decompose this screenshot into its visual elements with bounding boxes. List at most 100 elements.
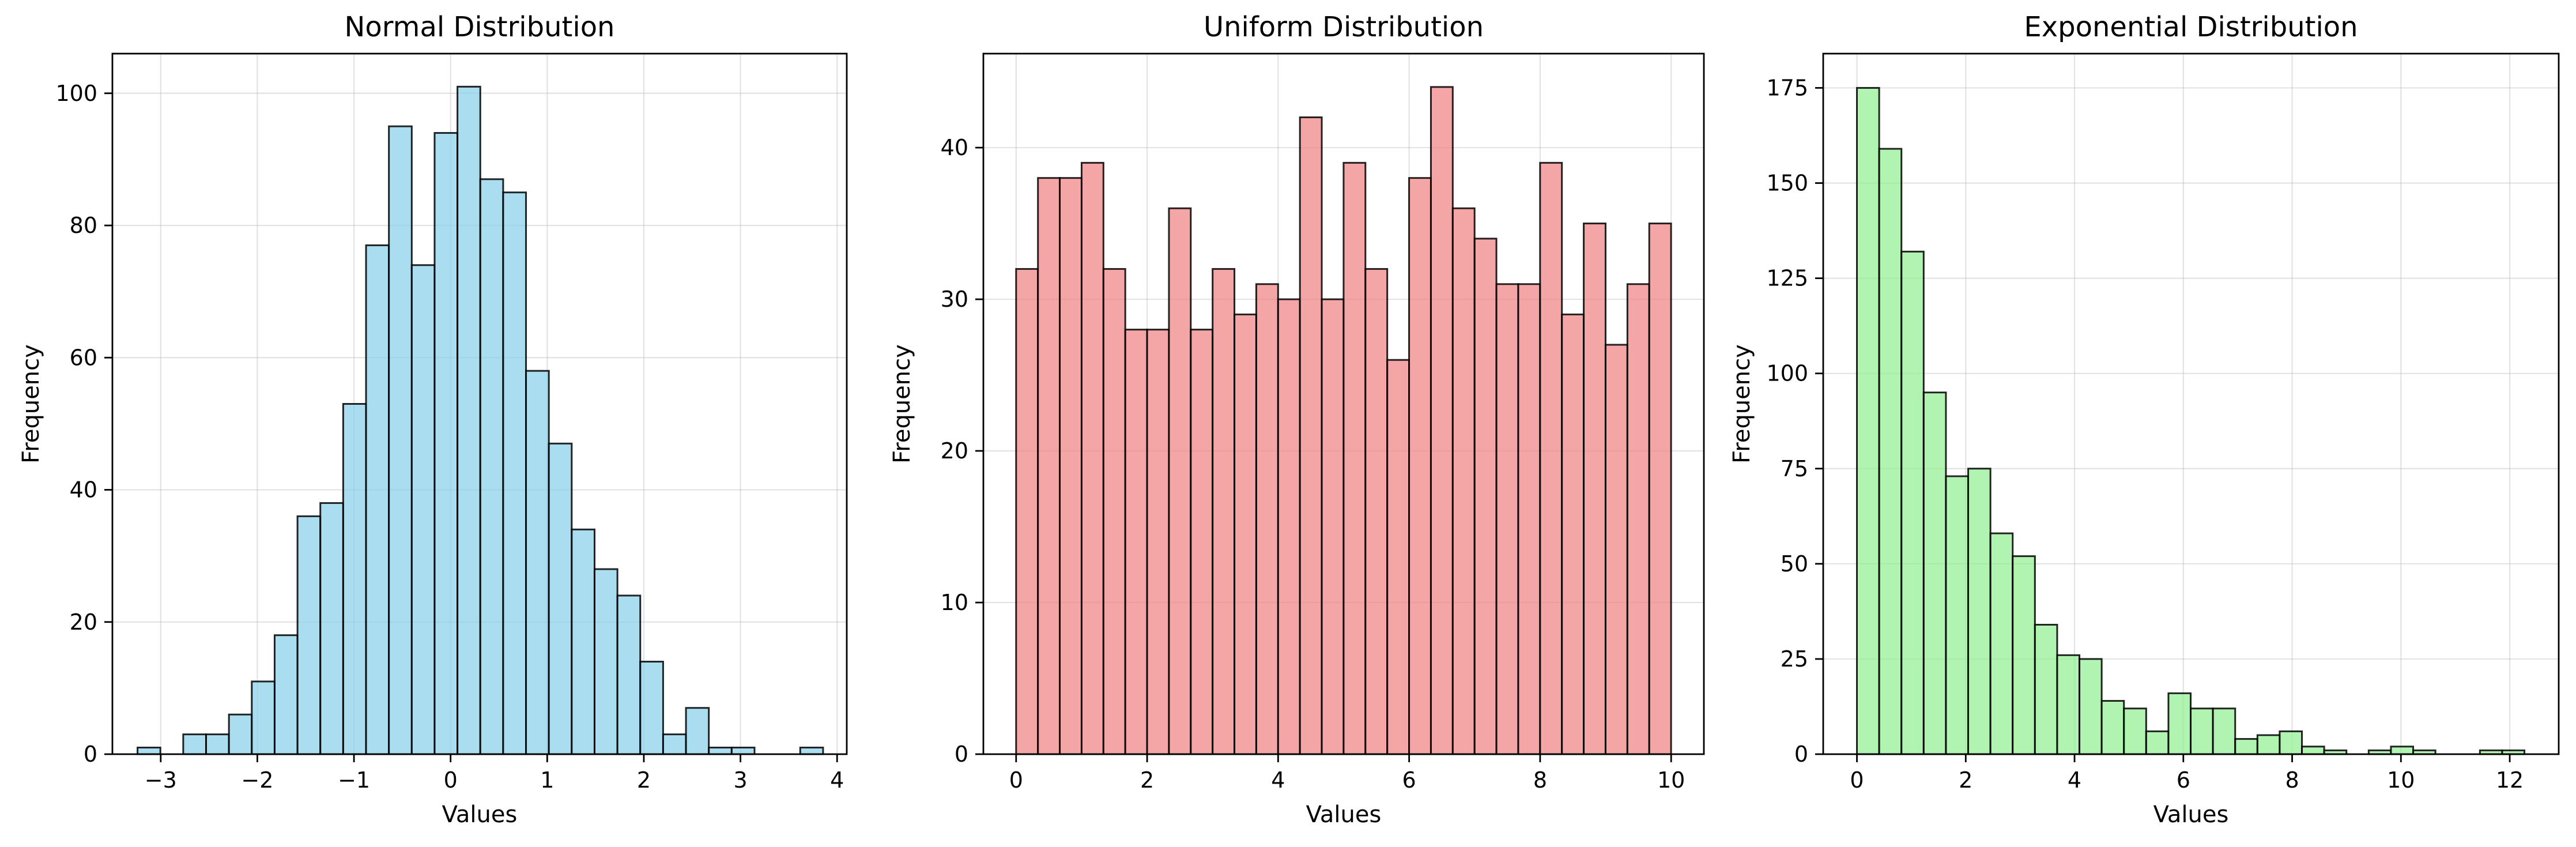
uniform-bar-19 <box>1430 86 1454 755</box>
exponential-bar-16 <box>2212 707 2236 755</box>
normal-bar-13 <box>433 132 459 755</box>
normal-bar-3 <box>205 733 230 755</box>
uniform-title: Uniform Distribution <box>1204 11 1484 43</box>
normal-bar-9 <box>342 403 367 755</box>
uniform-ytick-label-2: 20 <box>941 438 968 464</box>
uniform-x-axis-label: Values <box>1306 801 1382 828</box>
normal-bar-6 <box>273 634 299 755</box>
normal-bar-5 <box>251 680 276 755</box>
normal-bar-10 <box>365 244 390 755</box>
uniform-bar-11 <box>1255 283 1279 755</box>
uniform-bar-26 <box>1583 223 1606 755</box>
normal-ytick-label-5: 100 <box>55 81 97 106</box>
uniform-bar-20 <box>1451 207 1476 755</box>
chart-exponential-distribution: 0 2 4 6 8 10 12 0 25 50 75 100 125 150 175 Exponential … <box>1729 11 2560 828</box>
exponential-bar-20 <box>2301 746 2325 755</box>
normal-ytick-label-2: 40 <box>70 477 97 503</box>
exponential-ytick-label-1: 25 <box>1781 646 1808 672</box>
exponential-bar-14 <box>2167 692 2192 755</box>
normal-bar-7 <box>296 515 322 755</box>
uniform-bar-7 <box>1168 207 1192 755</box>
normal-y-axis-label: Frequency <box>18 344 44 464</box>
normal-xtick-label-5: 2 <box>637 767 651 793</box>
exponential-bar-7 <box>2012 555 2036 755</box>
normal-xtick-label-4: 1 <box>540 767 554 793</box>
exponential-title: Exponential Distribution <box>2024 11 2358 43</box>
uniform-bar-13 <box>1299 116 1323 755</box>
uniform-bar-28 <box>1626 283 1650 755</box>
exponential-ytick-label-0: 0 <box>1794 741 1808 767</box>
exponential-bar-1 <box>1878 148 1903 755</box>
uniform-bar-14 <box>1321 298 1345 755</box>
uniform-ytick-label-1: 10 <box>941 590 968 615</box>
exponential-x-axis-label: Values <box>2153 801 2229 828</box>
exponential-bar-5 <box>1967 468 1992 755</box>
exponential-bar-6 <box>1989 532 2014 755</box>
uniform-bar-6 <box>1146 329 1170 755</box>
exponential-ytick-label-2: 50 <box>1781 551 1808 577</box>
uniform-bar-5 <box>1124 329 1148 755</box>
exponential-bar-10 <box>2079 658 2103 755</box>
uniform-bar-2 <box>1059 177 1083 755</box>
normal-xtick-label-1: −2 <box>241 767 273 793</box>
chart-uniform-distribution: 0 2 4 6 8 10 0 10 20 30 40 Uniform Distribution Valu… <box>889 11 1705 828</box>
normal-bar-19 <box>571 528 595 755</box>
normal-bar-21 <box>616 594 642 755</box>
normal-bar-23 <box>662 733 687 755</box>
normal-bar-14 <box>457 85 481 755</box>
exponential-ytick-label-6: 150 <box>1766 171 1808 196</box>
exponential-axes-frame <box>1822 52 2560 755</box>
exponential-bar-17 <box>2234 738 2258 755</box>
uniform-bar-1 <box>1037 177 1061 755</box>
exponential-xtick-label-2: 4 <box>2068 767 2081 793</box>
exponential-bar-9 <box>2056 654 2081 755</box>
exponential-bar-15 <box>2190 707 2214 755</box>
exponential-ytick-label-4: 100 <box>1766 361 1808 386</box>
normal-xtick-label-0: −3 <box>145 767 177 793</box>
uniform-bar-27 <box>1604 344 1628 755</box>
normal-ytick-label-3: 60 <box>70 345 97 370</box>
uniform-bar-23 <box>1517 283 1541 755</box>
normal-ytick-label-1: 20 <box>70 609 97 635</box>
uniform-bar-25 <box>1561 313 1585 755</box>
uniform-bar-15 <box>1342 161 1367 755</box>
exponential-xtick-label-5: 10 <box>2387 767 2415 793</box>
normal-bar-0 <box>137 747 161 755</box>
exponential-xtick-label-3: 6 <box>2177 767 2190 793</box>
uniform-bar-16 <box>1364 268 1389 755</box>
normal-title: Normal Distribution <box>345 11 615 43</box>
exponential-bar-19 <box>2279 730 2303 755</box>
normal-bar-16 <box>502 191 527 755</box>
uniform-bar-24 <box>1539 161 1563 755</box>
exponential-bar-2 <box>1900 250 1925 755</box>
uniform-bar-12 <box>1277 298 1301 755</box>
uniform-xtick-label-4: 8 <box>1533 767 1547 793</box>
exponential-bar-4 <box>1945 475 1970 755</box>
normal-bar-20 <box>593 568 618 755</box>
uniform-bar-3 <box>1080 161 1104 755</box>
exponential-ytick-label-7: 175 <box>1766 75 1808 100</box>
exponential-y-axis-label: Frequency <box>1729 344 1755 464</box>
normal-bar-15 <box>479 178 504 755</box>
exponential-xtick-label-0: 0 <box>1850 767 1864 793</box>
exponential-xtick-label-6: 12 <box>2496 767 2524 793</box>
normal-axes-frame <box>111 52 848 755</box>
normal-bar-17 <box>525 370 550 755</box>
normal-bar-25 <box>708 747 733 755</box>
uniform-xtick-label-3: 6 <box>1402 767 1416 793</box>
exponential-bar-3 <box>1922 391 1947 755</box>
exponential-bar-12 <box>2123 707 2147 755</box>
uniform-xtick-label-2: 4 <box>1271 767 1285 793</box>
normal-bar-26 <box>730 747 756 755</box>
uniform-ytick-label-0: 0 <box>955 741 968 767</box>
normal-ytick-label-4: 80 <box>70 213 97 238</box>
exponential-xtick-label-1: 2 <box>1959 767 1972 793</box>
exponential-ytick-label-5: 125 <box>1766 266 1808 291</box>
exponential-bar-13 <box>2145 730 2170 755</box>
uniform-ytick-label-4: 40 <box>941 135 968 160</box>
uniform-bar-22 <box>1495 283 1519 755</box>
normal-xtick-label-7: 4 <box>830 767 844 793</box>
uniform-bar-18 <box>1408 177 1432 755</box>
normal-xtick-label-2: −1 <box>338 767 370 793</box>
